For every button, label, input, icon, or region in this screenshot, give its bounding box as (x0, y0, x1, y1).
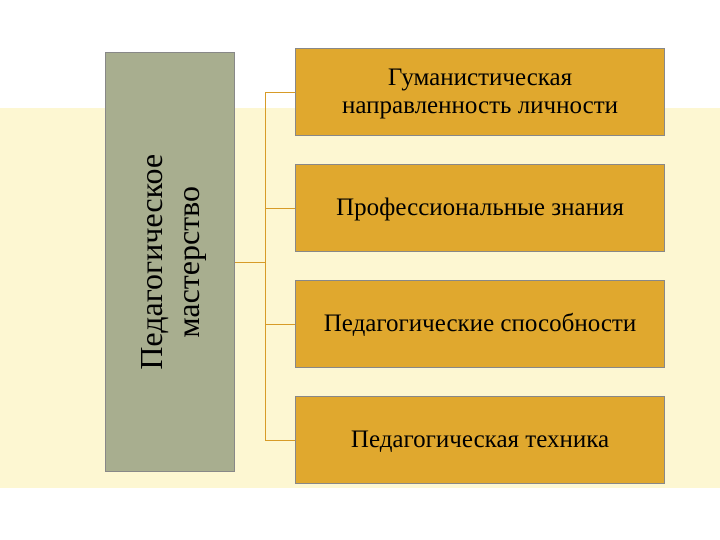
connector-branch-3 (265, 440, 295, 441)
child-node-1: Профессиональные знания (295, 164, 665, 252)
connector-branch-0 (265, 92, 295, 93)
children-container: Гуманистическая направленность личности … (295, 48, 665, 484)
connector-root-to-trunk (235, 262, 265, 263)
child-label: Педагогические способности (324, 310, 636, 338)
child-node-2: Педагогические способности (295, 280, 665, 368)
connector-branch-2 (265, 324, 295, 325)
child-label: Педагогическая техника (351, 426, 609, 454)
child-label: Профессиональные знания (336, 194, 624, 222)
connector-branch-1 (265, 208, 295, 209)
connector-trunk (265, 92, 266, 440)
root-node: Педагогическое мастерство (105, 52, 235, 472)
child-node-0: Гуманистическая направленность личности (295, 48, 665, 136)
child-node-3: Педагогическая техника (295, 396, 665, 484)
root-node-label: Педагогическое мастерство (133, 154, 207, 370)
child-label: Гуманистическая направленность личности (306, 64, 654, 120)
